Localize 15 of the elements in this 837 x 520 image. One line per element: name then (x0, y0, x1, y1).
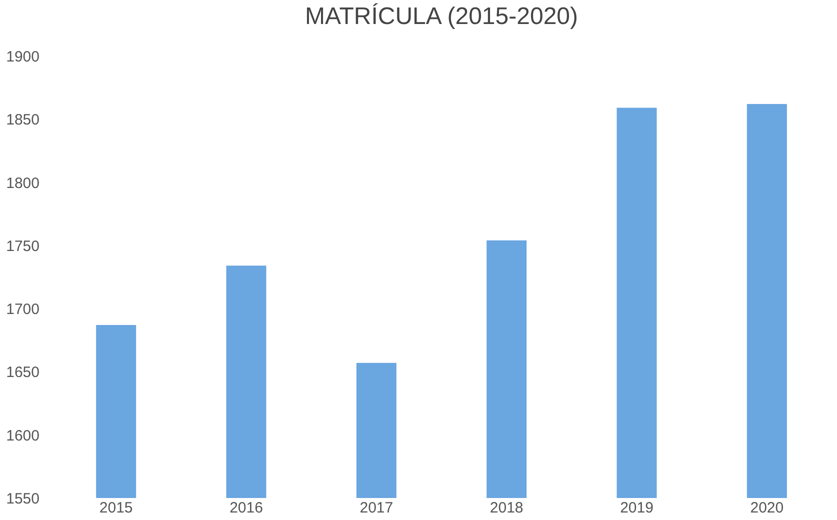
x-tick-label: 2019 (620, 500, 654, 516)
x-tick-label: 2018 (490, 500, 524, 516)
y-tick-label: 1600 (6, 427, 40, 444)
y-tick-label: 1850 (6, 112, 40, 129)
y-tick-label: 1900 (6, 48, 40, 66)
y-tick-label: 1550 (6, 490, 40, 508)
y-tick-label: 1800 (6, 174, 40, 192)
x-tick-label: 2015 (99, 500, 133, 516)
y-tick-label: 1750 (6, 238, 40, 255)
y-tick-label: 1700 (6, 301, 40, 318)
chart-title: MATRÍCULA (2015-2020) (305, 3, 578, 30)
y-tick-label: 1650 (6, 364, 40, 382)
x-tick-label: 2020 (750, 500, 784, 516)
x-tick-label: 2017 (360, 500, 394, 516)
x-tick-label: 2016 (230, 500, 263, 516)
